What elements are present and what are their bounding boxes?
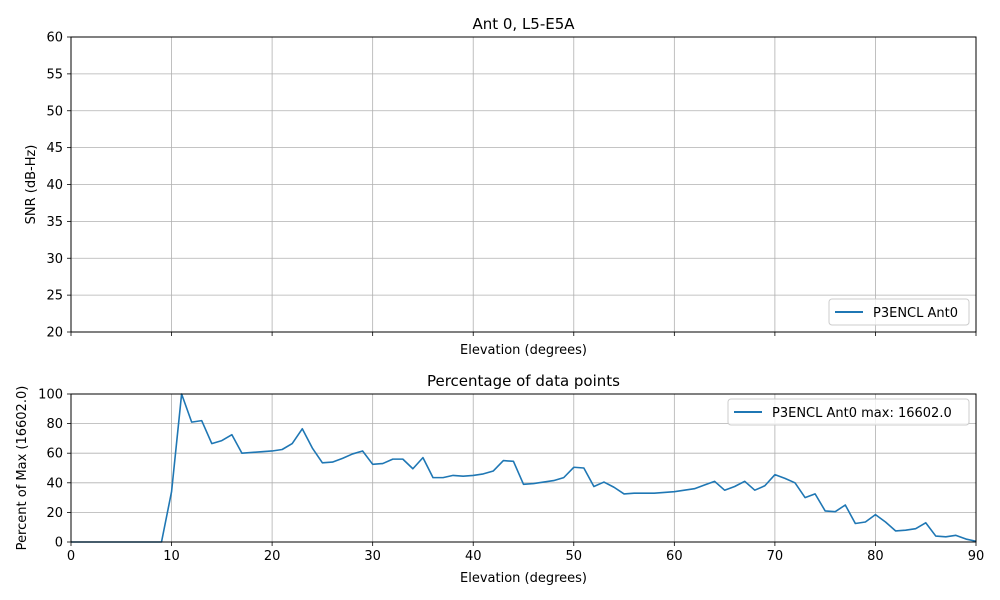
snr-ticks: 20 25 30 35 40 45 50 55 60 — [46, 31, 977, 341]
percentage-ticks: 0 10 20 30 40 50 60 70 80 90 0 20 40 60 80 100 — [38, 388, 984, 565]
percentage-series-line — [71, 393, 977, 543]
snr-ylabel: SNR (dB-Hz) — [24, 145, 39, 225]
percentage-xtick-label: 30 — [364, 549, 381, 564]
percentage-ylabel: Percent of Max (16602.0) — [15, 386, 30, 551]
snr-ytick-label: 20 — [46, 326, 63, 341]
snr-ytick-label: 25 — [46, 289, 63, 304]
snr-xlabel: Elevation (degrees) — [460, 343, 587, 358]
snr-title: Ant 0, L5-E5A — [472, 15, 575, 33]
percentage-ytick-label: 40 — [46, 476, 63, 491]
snr-legend-box — [828, 298, 970, 326]
percentage-xtick-label: 40 — [465, 549, 482, 564]
snr-ytick-label: 60 — [46, 31, 63, 46]
percentage-ytick-label: 60 — [46, 447, 63, 462]
snr-legend: P3ENCL Ant0 — [828, 298, 970, 326]
snr-panel: 20 25 30 35 40 45 50 55 60 Ant 0, L5-E5A Elevati… — [24, 15, 977, 358]
percentage-ytick-label: 80 — [46, 417, 63, 432]
percentage-xtick-label: 70 — [767, 549, 784, 564]
percentage-xtick-label: 0 — [67, 549, 75, 564]
percentage-ytick-label: 0 — [55, 536, 63, 551]
percentage-series-layer — [71, 393, 977, 543]
percentage-panel: 0 10 20 30 40 50 60 70 80 90 0 20 40 60 80 100 Percenta… — [15, 372, 984, 586]
percentage-legend-label: P3ENCL Ant0 max: 16602.0 — [772, 406, 952, 421]
percentage-axes-frame — [70, 393, 977, 543]
percentage-legend: P3ENCL Ant0 max: 16602.0 — [727, 398, 970, 426]
snr-ytick-label: 40 — [46, 178, 63, 193]
percentage-ytick-label: 100 — [38, 388, 63, 403]
snr-ytick-label: 55 — [46, 67, 63, 82]
percentage-xtick-label: 60 — [666, 549, 683, 564]
snr-ytick-label: 30 — [46, 252, 63, 267]
percentage-xtick-label: 90 — [968, 549, 985, 564]
percentage-legend-box — [727, 398, 970, 426]
percentage-xlabel: Elevation (degrees) — [460, 571, 587, 586]
snr-ytick-label: 45 — [46, 141, 63, 156]
snr-legend-label: P3ENCL Ant0 — [873, 306, 958, 321]
percentage-xtick-label: 20 — [264, 549, 281, 564]
percentage-xtick-label: 80 — [867, 549, 884, 564]
percentage-title: Percentage of data points — [427, 372, 620, 390]
percentage-xtick-label: 10 — [163, 549, 180, 564]
percentage-xtick-label: 50 — [566, 549, 583, 564]
snr-ytick-label: 35 — [46, 215, 63, 230]
snr-ytick-label: 50 — [46, 104, 63, 119]
percentage-ytick-label: 20 — [46, 506, 63, 521]
